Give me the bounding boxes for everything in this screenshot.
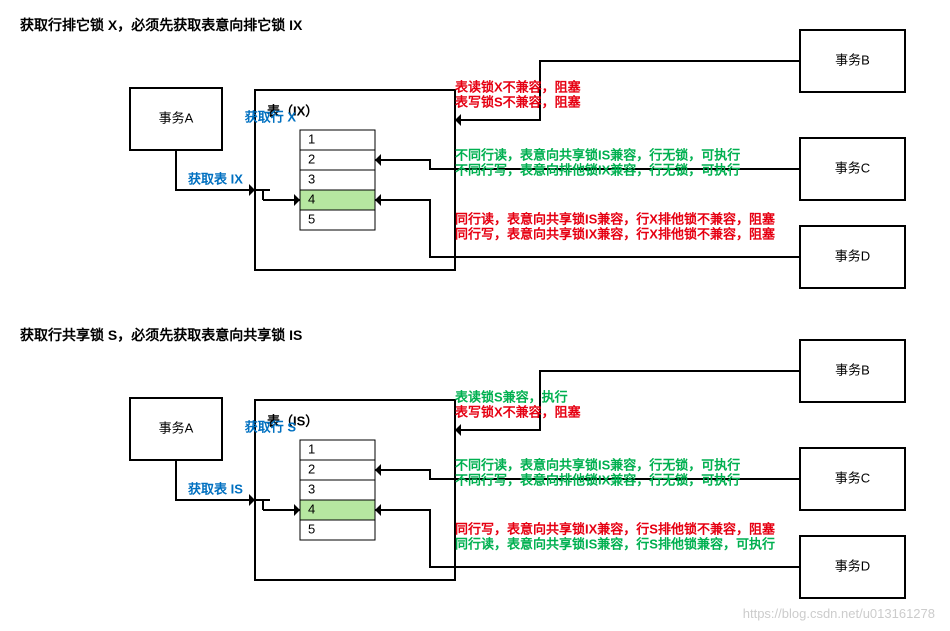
row-number: 4: [308, 501, 315, 516]
row-number: 3: [308, 171, 315, 186]
msg-b: 表读锁X不兼容，阻塞: [454, 79, 582, 94]
msg-c: 不同行写，表意向排他锁IX兼容，行无锁，可执行: [455, 472, 740, 487]
transaction-a: 事务A: [159, 420, 194, 435]
msg-c: 不同行读，表意向共享锁IS兼容，行无锁，可执行: [455, 457, 740, 472]
msg-b: 表写锁S不兼容，阻塞: [454, 94, 582, 109]
transaction-b: 事务B: [835, 52, 870, 67]
row-number: 1: [308, 441, 315, 456]
msg-c: 不同行读，表意向共享锁IS兼容，行无锁，可执行: [455, 147, 740, 162]
row-number: 5: [308, 211, 315, 226]
transaction-c: 事务C: [835, 160, 870, 175]
row-number: 5: [308, 521, 315, 536]
transaction-a: 事务A: [159, 110, 194, 125]
transaction-b: 事务B: [835, 362, 870, 377]
row-number: 2: [308, 461, 315, 476]
watermark: https://blog.csdn.net/u013161278: [743, 606, 935, 621]
row-number: 3: [308, 481, 315, 496]
acquire-table-label: 获取表 IX: [188, 171, 243, 186]
msg-d: 同行写，表意向共享锁IX兼容，行X排他锁不兼容，阻塞: [455, 226, 776, 241]
msg-b: 表读锁S兼容，执行: [454, 389, 568, 404]
msg-d: 同行写，表意向共享锁IX兼容，行S排他锁不兼容，阻塞: [455, 521, 776, 536]
row-number: 4: [308, 191, 315, 206]
diagram-title: 获取行排它锁 X，必须先获取表意向排它锁 IX: [20, 17, 303, 33]
acquire-table-label: 获取表 IS: [188, 481, 243, 496]
row-number: 1: [308, 131, 315, 146]
transaction-d: 事务D: [835, 248, 870, 263]
msg-c: 不同行写，表意向排他锁IX兼容，行无锁，可执行: [455, 162, 740, 177]
msg-d: 同行读，表意向共享锁IS兼容，行X排他锁不兼容，阻塞: [455, 211, 776, 226]
diagram-title: 获取行共享锁 S，必须先获取表意向共享锁 IS: [20, 327, 302, 343]
acquire-row-label: 获取行 X: [245, 109, 297, 124]
acquire-row-label: 获取行 S: [245, 419, 297, 434]
transaction-d: 事务D: [835, 558, 870, 573]
transaction-c: 事务C: [835, 470, 870, 485]
msg-d: 同行读，表意向共享锁IS兼容，行S排他锁兼容，可执行: [455, 536, 775, 551]
row-number: 2: [308, 151, 315, 166]
msg-b: 表写锁X不兼容，阻塞: [454, 404, 582, 419]
